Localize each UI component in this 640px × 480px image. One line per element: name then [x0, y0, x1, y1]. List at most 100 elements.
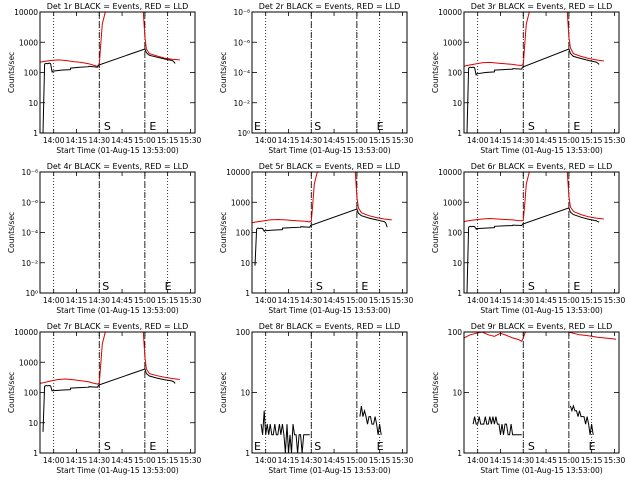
x-tick-label: 14:00: [467, 136, 489, 145]
series-line-2: [472, 416, 522, 436]
x-tick-label: 14:00: [467, 296, 489, 305]
x-tick-label: 15:00: [346, 136, 368, 145]
y-axis-label: Counts/sec: [7, 372, 16, 413]
y-tick-label: 10000: [438, 8, 462, 17]
y-tick-label: 10⁻⁴: [233, 69, 250, 78]
y-tick-label: 1000: [19, 358, 38, 367]
panel-title: Det 7r BLACK = Events, RED = LLD: [47, 322, 189, 331]
series-line-2: [42, 48, 176, 133]
panel-det-2: Det 2r BLACK = Events, RED = LLD E S E 10⁰ 10…: [219, 2, 413, 155]
plot-area: [464, 172, 604, 293]
panel-frame: [251, 11, 408, 134]
y-tick-label: 100: [236, 229, 251, 238]
panel-det-5: Det 5r BLACK = Events, RED = LLD S E 1 10 100…: [219, 162, 413, 315]
x-tick-label: 15:15: [157, 136, 179, 145]
y-tick-label: 10: [452, 259, 462, 268]
series-line-1: [464, 332, 617, 343]
panel-frame: [39, 11, 196, 134]
event-marker-s: S: [316, 280, 323, 293]
x-tick-label: 15:15: [581, 296, 603, 305]
x-tick-label: 15:00: [558, 456, 580, 465]
x-tick-label: 14:30: [512, 456, 534, 465]
y-tick-label: 100: [448, 69, 463, 78]
event-marker-e: E: [254, 120, 261, 133]
x-tick-label: 15:00: [134, 456, 156, 465]
panel-det-6: Det 6r BLACK = Events, RED = LLD S E 1 10 100…: [431, 162, 625, 315]
panel-frame: [251, 331, 408, 454]
x-tick-label: 14:45: [535, 296, 557, 305]
x-tick-label: 14:30: [512, 296, 534, 305]
y-tick-label: 10000: [14, 328, 38, 337]
x-tick-label: 15:00: [346, 456, 368, 465]
y-tick-label: 10⁻⁴: [21, 229, 38, 238]
x-tick-label: 15:15: [369, 136, 391, 145]
series-line-3: [569, 404, 594, 435]
plot-area: [265, 12, 381, 133]
y-tick-label: 1000: [443, 198, 462, 207]
x-tick-label: 14:00: [43, 456, 65, 465]
y-tick-label: 10⁰: [25, 289, 38, 298]
x-axis-label: Start Time (01-Aug-15 13:53:00): [56, 466, 178, 475]
x-tick-label: 15:00: [346, 296, 368, 305]
y-tick-label: 10000: [438, 168, 462, 177]
panel-frame: [463, 331, 620, 454]
series-line-1: [260, 410, 310, 453]
x-tick-label: 14:45: [323, 456, 345, 465]
x-tick-label: 14:15: [66, 136, 88, 145]
x-tick-label: 14:30: [88, 136, 110, 145]
x-tick-label: 14:15: [490, 296, 512, 305]
y-axis-label: Counts/sec: [431, 372, 440, 413]
y-tick-label: 10000: [14, 8, 38, 17]
x-tick-label: 15:30: [180, 296, 202, 305]
x-tick-label: 15:00: [558, 296, 580, 305]
y-tick-label: 1: [457, 289, 462, 298]
x-tick-label: 14:00: [43, 296, 65, 305]
x-tick-label: 14:45: [323, 296, 345, 305]
x-tick-label: 14:45: [323, 136, 345, 145]
panel-title: Det 6r BLACK = Events, RED = LLD: [471, 162, 613, 171]
y-tick-label: 100: [448, 229, 463, 238]
y-tick-label: 1: [245, 289, 250, 298]
panel-det-3: Det 3r BLACK = Events, RED = LLD S E 1 10 100…: [431, 2, 625, 155]
series-line-1: [40, 12, 180, 67]
panel-det-1: Det 1r BLACK = Events, RED = LLD S E 1 10 100…: [7, 2, 201, 155]
series-line-2: [359, 405, 382, 435]
y-axis-label: Counts/sec: [7, 52, 16, 93]
plot-area: [464, 332, 617, 453]
x-tick-label: 14:30: [512, 136, 534, 145]
y-tick-label: 10⁻⁶: [21, 198, 38, 207]
x-axis-label: Start Time (01-Aug-15 13:53:00): [480, 306, 602, 315]
x-tick-label: 15:00: [134, 296, 156, 305]
panel-title: Det 2r BLACK = Events, RED = LLD: [259, 2, 401, 11]
x-tick-label: 14:45: [111, 456, 133, 465]
panel-frame: [463, 171, 620, 294]
panel-det-4: Det 4r BLACK = Events, RED = LLD S E 10⁰ 10⁻…: [7, 162, 201, 315]
x-tick-label: 14:45: [535, 456, 557, 465]
y-tick-label: 10: [28, 99, 38, 108]
x-tick-label: 14:15: [66, 456, 88, 465]
x-tick-label: 14:00: [43, 136, 65, 145]
event-marker-s: S: [314, 440, 321, 453]
y-tick-label: 100: [24, 69, 39, 78]
x-tick-label: 15:30: [392, 136, 414, 145]
y-tick-label: 1: [457, 449, 462, 458]
panel-title: Det 4r BLACK = Events, RED = LLD: [47, 162, 189, 171]
x-tick-label: 14:15: [278, 296, 300, 305]
x-tick-label: 14:00: [255, 456, 277, 465]
x-tick-label: 14:30: [88, 456, 110, 465]
plot-area: [260, 332, 382, 453]
y-tick-label: 10000: [226, 168, 250, 177]
y-axis-label: Counts/sec: [431, 212, 440, 253]
x-axis-label: Start Time (01-Aug-15 13:53:00): [56, 146, 178, 155]
x-tick-label: 14:00: [255, 296, 277, 305]
event-marker-e: E: [254, 440, 261, 453]
y-axis-label: Counts/sec: [431, 52, 440, 93]
plot-area: [53, 172, 169, 293]
x-tick-label: 14:00: [467, 456, 489, 465]
x-tick-label: 15:30: [180, 456, 202, 465]
x-tick-label: 14:15: [278, 456, 300, 465]
event-marker-s: S: [104, 120, 111, 133]
event-marker-e: E: [573, 120, 580, 133]
plot-area: [40, 332, 180, 453]
